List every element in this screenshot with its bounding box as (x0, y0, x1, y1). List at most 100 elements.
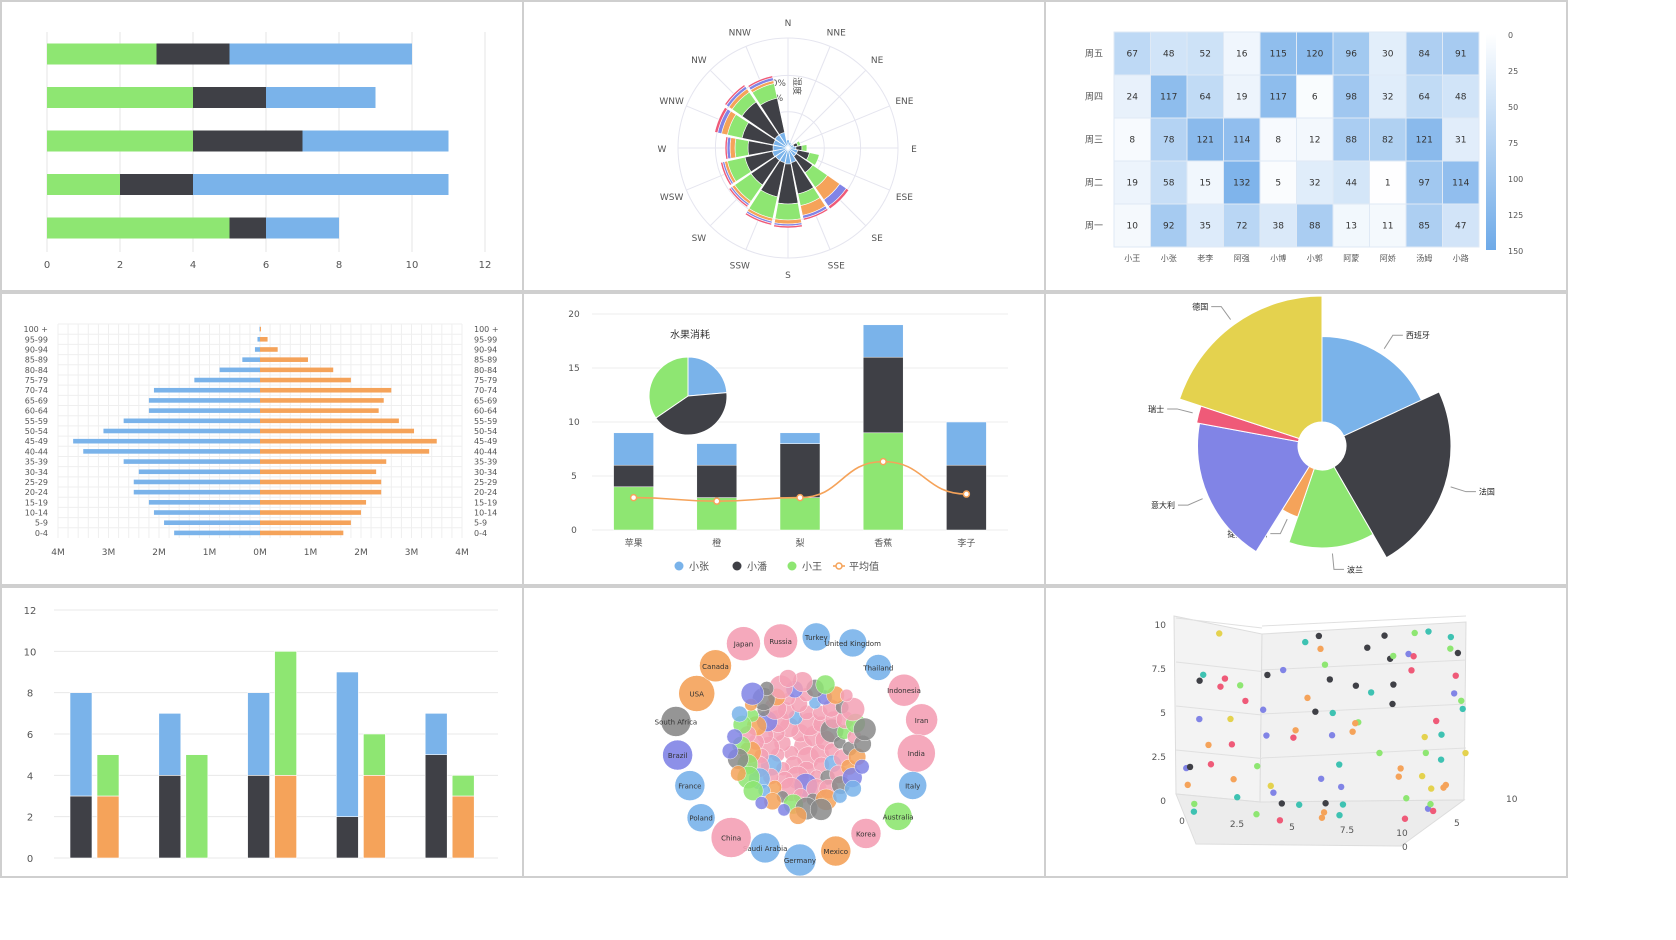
age-label-right: 40-44 (474, 447, 497, 456)
bar-segment (696, 464, 738, 498)
average-point (962, 490, 971, 498)
bar-segment (69, 692, 93, 797)
scatter-point (1186, 763, 1194, 771)
rose-segment (728, 187, 749, 208)
age-label-left: 95-99 (25, 335, 48, 344)
gridline (1175, 661, 1263, 672)
legend-marker (835, 562, 843, 570)
direction-label: N (785, 19, 792, 29)
rose-segment (802, 208, 829, 221)
age-label-left: 5-9 (35, 519, 48, 528)
x-category-label: 香蕉 (874, 537, 892, 549)
cell-value: 16 (1236, 50, 1248, 60)
y-tick-label: 5 (1454, 819, 1460, 829)
age-label-left: 20-24 (25, 488, 48, 497)
heat-cell (1259, 160, 1297, 205)
scatter-point (1438, 731, 1445, 738)
bar-right (260, 479, 382, 485)
slice-label-leader (1450, 486, 1476, 493)
bar-segment (336, 816, 359, 859)
z-tick-label: 0 (1160, 797, 1166, 807)
bubble (839, 688, 854, 703)
age-label-right: 5-9 (474, 519, 487, 528)
heat-cell (1223, 203, 1261, 248)
scatter-point (1421, 733, 1428, 741)
heat-cell (1369, 203, 1407, 248)
heat-cell (1369, 31, 1407, 76)
bubble-label: France (678, 783, 701, 791)
bar-segment (158, 713, 182, 776)
bar-left (254, 347, 260, 352)
scatter-point (1292, 727, 1299, 734)
x-tick-label: 10 (1396, 829, 1408, 839)
scatter-point (1408, 667, 1415, 674)
heat-cell (1296, 31, 1334, 76)
scatter-point (1336, 811, 1343, 819)
cell-value: 13 (1346, 222, 1357, 232)
slice-label: 西班牙 (1406, 330, 1430, 340)
population-pyramid-panel: 100 +100 +95-99 95-99 90-94 90-94 85-89 85-89… (2, 294, 522, 584)
direction-label: E (911, 145, 917, 155)
rose-segment (774, 202, 802, 221)
rose-segment (724, 136, 729, 160)
scatter-point (1302, 638, 1309, 646)
cell-value: 1 (1385, 179, 1391, 189)
x-tick-label: 6 (263, 260, 269, 271)
cell-value: 91 (1455, 50, 1466, 60)
scatter-point (1337, 783, 1345, 791)
bar-segment (862, 356, 904, 434)
heat-cell (1296, 74, 1334, 119)
scatter-point (1267, 782, 1274, 790)
radial-axis-label: 湿度 (791, 77, 803, 95)
x-tick-label: 5 (1289, 823, 1295, 833)
bar-segment (779, 497, 821, 531)
cell-value: 88 (1346, 136, 1358, 146)
heat-cell (1113, 74, 1151, 119)
age-label-right: 15-19 (474, 498, 497, 507)
direction-label: S (785, 271, 791, 281)
scatter-point (1234, 794, 1241, 801)
scatter-point (1317, 645, 1324, 653)
bar-segment (451, 775, 475, 797)
bubble-label: South Africa (655, 718, 698, 726)
labeled-bubble (710, 817, 752, 858)
slice-label-leader (1211, 306, 1231, 320)
bar-segment (613, 464, 654, 488)
direction-label: W (658, 145, 667, 155)
cell-value: 48 (1163, 50, 1175, 60)
bubble (726, 728, 743, 745)
scatter-point (1264, 671, 1271, 679)
gridline (1261, 659, 1467, 671)
bar-right (260, 469, 377, 475)
fruit-combo-panel: 0 5 10 15 20 苹果 橙 梨 香蕉 李子 水果消耗 小张 小潘 小王 平均值 (524, 294, 1044, 584)
heat-cell (1259, 203, 1297, 248)
y-tick-label: 0 (1402, 843, 1408, 853)
bar-segment (247, 692, 270, 776)
age-label-right: 20-24 (474, 488, 497, 497)
cell-value: 67 (1127, 50, 1138, 60)
slice-label: 法国 (1479, 487, 1495, 497)
x-tick-label: 0 (1179, 817, 1185, 827)
heat-cell (1223, 74, 1261, 119)
cell-value: 24 (1127, 93, 1139, 103)
heat-cell (1186, 203, 1224, 248)
bar-segment (363, 733, 386, 776)
x-category-label: 阿娇 (1380, 253, 1396, 263)
cell-value: 97 (1419, 179, 1430, 189)
age-label-right: 25-29 (474, 478, 497, 487)
bar-left (164, 520, 260, 526)
average-point (629, 493, 638, 502)
scatter-point (1196, 715, 1203, 723)
y-tick-label: 2 (27, 813, 33, 824)
cell-value: 117 (1270, 93, 1287, 103)
heat-cell (1332, 31, 1370, 76)
cell-value: 10 (1127, 222, 1139, 232)
bar-segment (229, 217, 266, 239)
x-category-label: 小路 (1453, 253, 1469, 263)
x-tick-label: 2M (152, 548, 166, 558)
age-label-left: 0-4 (35, 529, 48, 538)
bubble-label: Iran (915, 717, 929, 725)
bar-left (148, 398, 260, 403)
slice-label: 瑞士 (1148, 404, 1164, 414)
bar-left (242, 357, 260, 362)
